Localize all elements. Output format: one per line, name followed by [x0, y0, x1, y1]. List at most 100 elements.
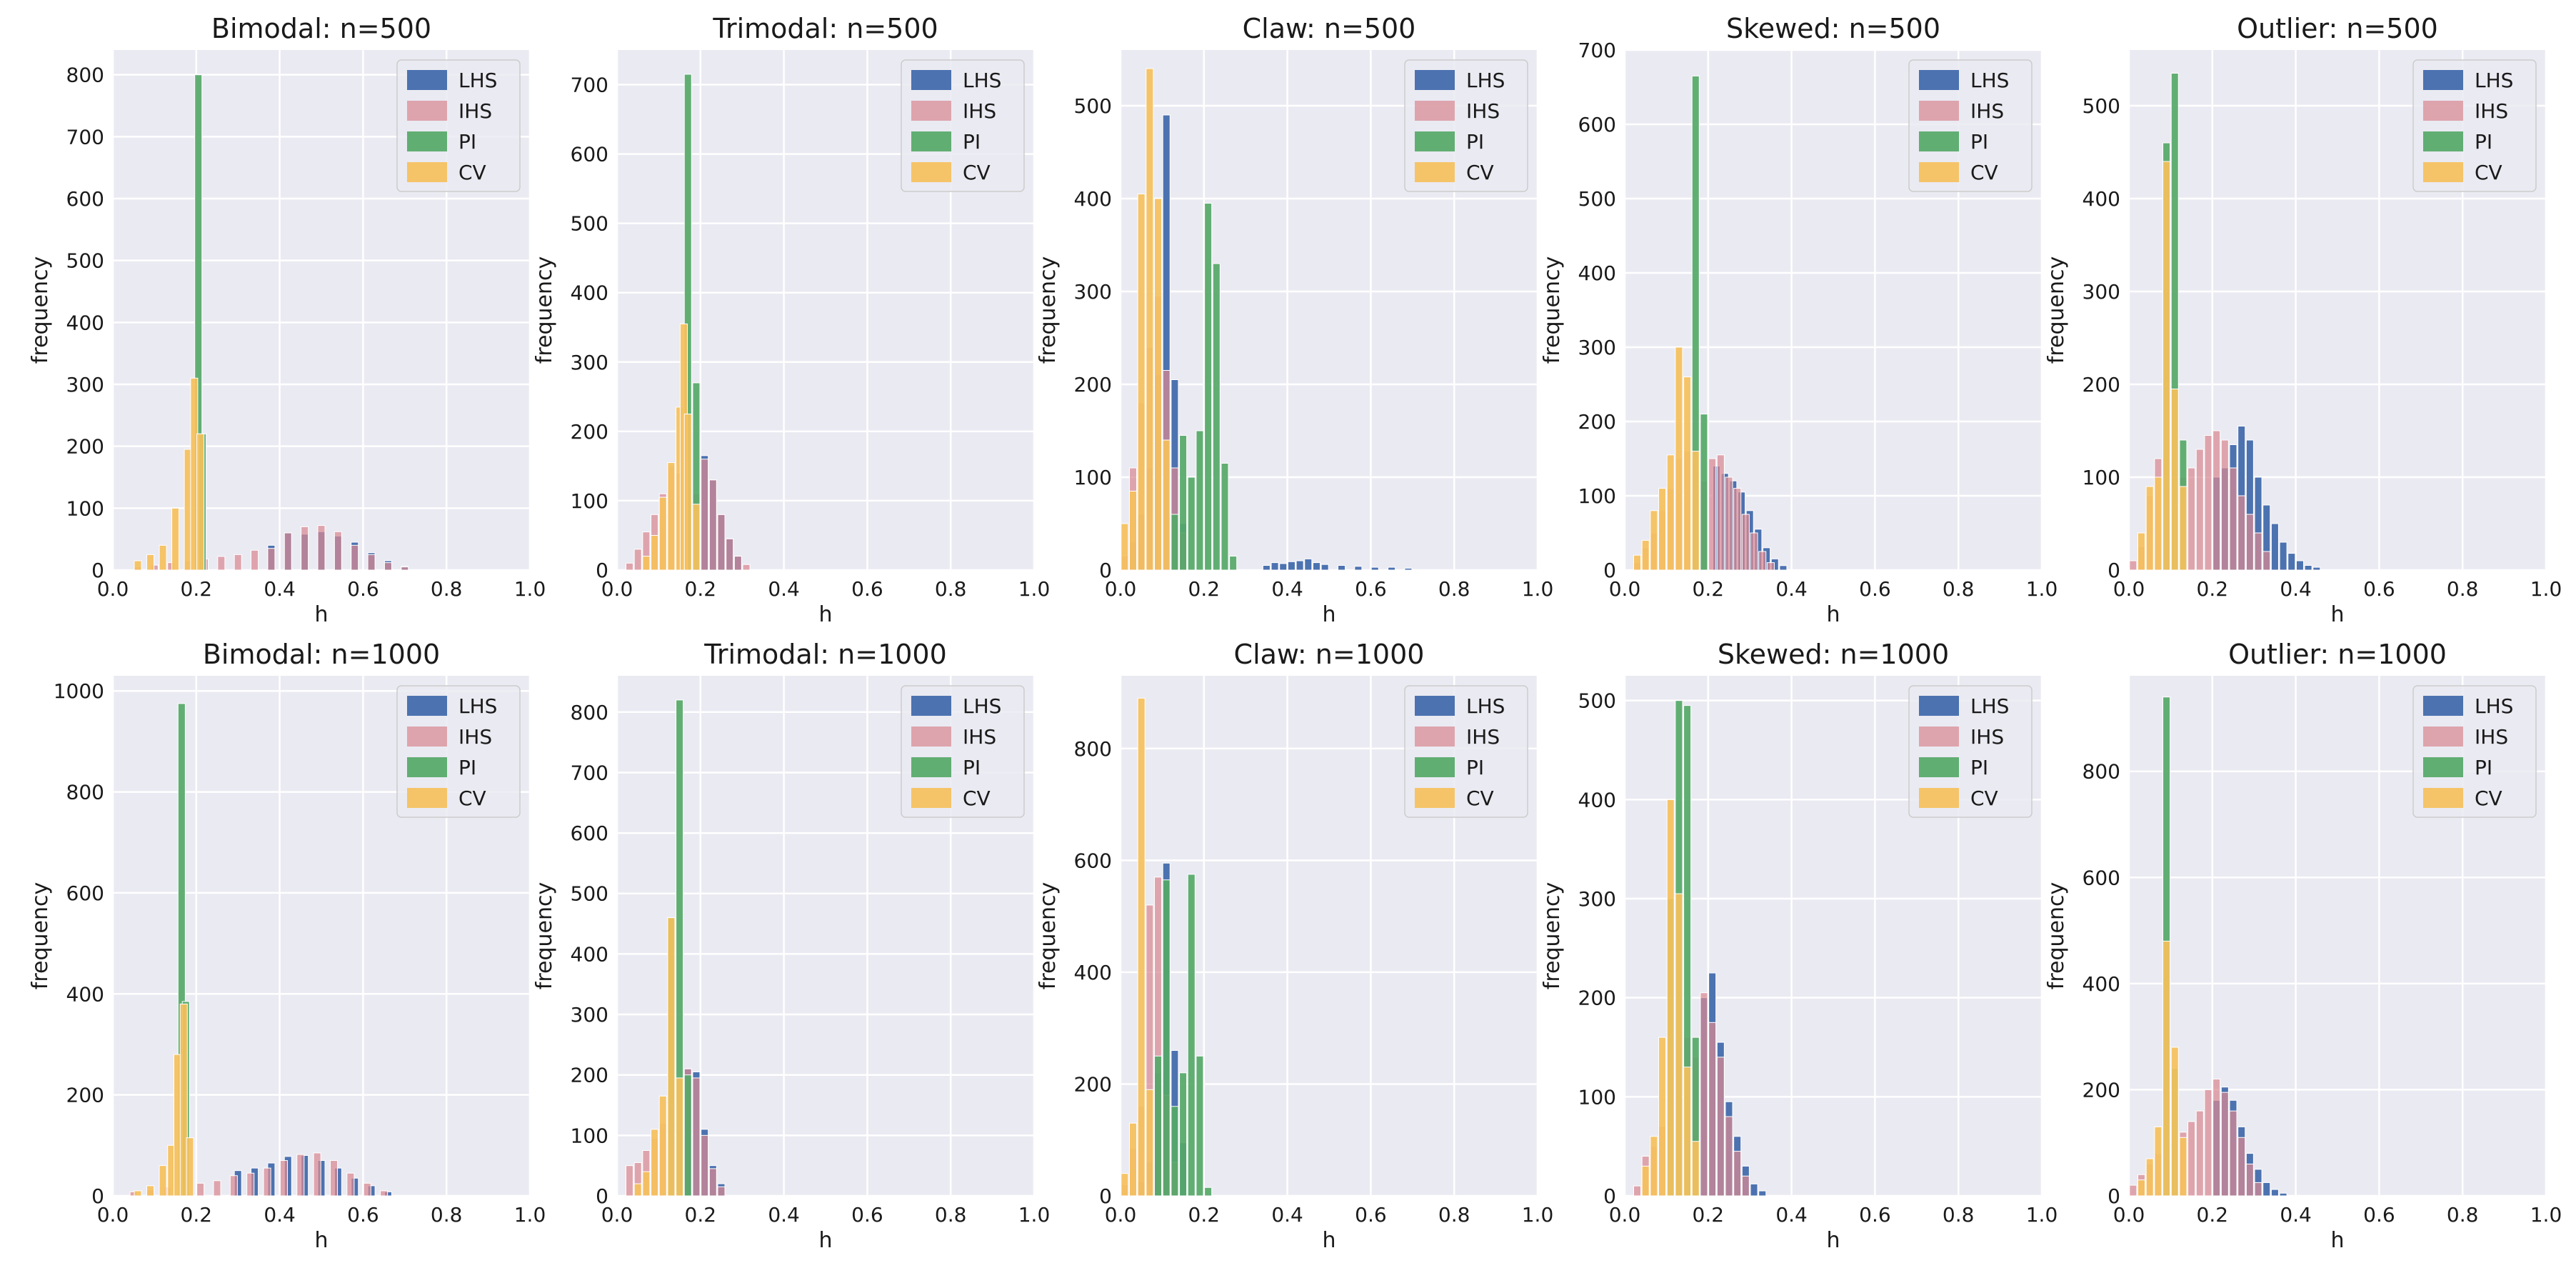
series-cv: [642, 323, 701, 571]
y-axis-label: frequency: [532, 882, 557, 989]
histogram-bar: [1187, 874, 1196, 1197]
x-tick-label: 0.6: [1355, 577, 1387, 601]
legend-swatch: [1919, 696, 1959, 716]
legend: LHS IHS PI CV: [2412, 59, 2537, 192]
histogram-bar: [367, 554, 376, 571]
legend-frame: [901, 59, 1025, 192]
x-tick-label: 0.4: [264, 577, 296, 601]
legend-label: IHS: [458, 99, 492, 123]
subplot-5: 0.0 0.2 0.4 0.6 0.8 1.0 0 100 200 300 400 500 Outlie…: [2044, 13, 2562, 627]
y-tick-label: 400: [66, 311, 104, 334]
y-tick-label: 400: [571, 281, 608, 305]
subplot-2: 0.0 0.2 0.4 0.6 0.8 1.0 0 100 200 300 400 500 600 700…: [532, 13, 1050, 627]
histogram-bar: [313, 1152, 321, 1197]
y-tick-label: 500: [1074, 94, 1112, 118]
histogram-bar: [171, 507, 180, 571]
legend-label: IHS: [1970, 725, 2004, 749]
x-tick-label: 0.2: [2197, 577, 2229, 601]
y-axis-label: frequency: [1540, 256, 1565, 364]
y-tick-label: 200: [66, 435, 104, 459]
histogram-bar: [2237, 495, 2246, 571]
histogram-bar: [1279, 563, 1288, 571]
y-tick-label: 400: [1578, 261, 1616, 285]
y-tick-label: 300: [1074, 280, 1112, 304]
histogram-bar: [2129, 1184, 2138, 1197]
x-tick-label: 1.0: [514, 577, 546, 601]
y-tick-label: 700: [66, 125, 104, 149]
y-tick-label: 300: [1578, 336, 1616, 359]
legend: LHS IHS PI CV: [2412, 685, 2537, 818]
histogram-bar: [1121, 523, 1129, 571]
histogram-bar: [1137, 194, 1146, 571]
legend-label: LHS: [2475, 694, 2513, 718]
y-tick-label: 0: [1099, 559, 1112, 582]
legend-swatch: [911, 70, 951, 90]
legend-label: LHS: [1466, 69, 1505, 92]
legend-swatch: [2423, 727, 2463, 747]
y-axis-label: frequency: [1540, 882, 1565, 989]
y-tick-label: 200: [571, 1064, 608, 1087]
chart-title: Bimodal: n=1000: [203, 639, 440, 670]
histogram-bar: [651, 1129, 659, 1197]
legend-swatch: [911, 101, 951, 121]
legend-swatch: [2423, 101, 2463, 121]
histogram-bar: [692, 1077, 701, 1197]
y-tick-label: 300: [571, 351, 608, 374]
x-tick-label: 1.0: [1522, 577, 1554, 601]
histogram-bar: [1312, 562, 1321, 571]
histogram-bar: [1154, 198, 1163, 571]
x-tick-label: 0.2: [1693, 577, 1725, 601]
histogram-bar: [1354, 566, 1363, 571]
legend-frame: [2412, 685, 2537, 818]
histogram-bar: [651, 534, 659, 571]
x-tick-label: 0.8: [1438, 1203, 1470, 1227]
histogram-bar: [1733, 488, 1742, 571]
x-axis-label: h: [1322, 602, 1335, 627]
y-tick-label: 300: [2083, 280, 2120, 304]
y-tick-label: 400: [2083, 972, 2120, 996]
histogram-bar: [2262, 551, 2271, 571]
histogram-bar: [2220, 1092, 2229, 1197]
legend-label: IHS: [1970, 99, 2004, 123]
x-tick-label: 0.4: [1271, 1203, 1303, 1227]
histogram-bar: [708, 1168, 717, 1197]
y-tick-label: 200: [1074, 1072, 1112, 1096]
legend-label: LHS: [458, 69, 497, 92]
histogram-bar: [234, 554, 242, 571]
histogram-bar: [2270, 1189, 2279, 1197]
series-cv: [134, 377, 205, 571]
histogram-bar: [1716, 1057, 1725, 1197]
subplot-6: 0.0 0.2 0.4 0.6 0.8 1.0 0 200 400 600 800 1000 Bimod…: [28, 639, 546, 1253]
x-axis-label: h: [2330, 1228, 2344, 1253]
histogram-bar: [1304, 558, 1313, 571]
y-tick-label: 700: [571, 74, 608, 97]
histogram-bar: [2195, 1110, 2204, 1197]
x-tick-label: 0.0: [1105, 1203, 1137, 1227]
subplot-10: 0.0 0.2 0.4 0.6 0.8 1.0 0 200 400 600 800 Outlier: …: [2044, 639, 2562, 1253]
x-tick-label: 1.0: [2530, 577, 2562, 601]
x-tick-label: 0.8: [935, 577, 967, 601]
y-tick-label: 100: [1074, 466, 1112, 489]
y-tick-label: 800: [2083, 760, 2120, 784]
legend-swatch: [2423, 162, 2463, 182]
y-tick-label: 0: [2108, 1184, 2120, 1208]
histogram-bar: [1725, 476, 1733, 571]
chart-title: Skewed: n=1000: [1718, 639, 1949, 670]
histogram-bar: [1650, 510, 1658, 571]
legend-swatch: [1919, 131, 1959, 151]
histogram-bar: [134, 1190, 142, 1197]
legend-label: LHS: [2475, 69, 2513, 92]
x-tick-label: 0.0: [1609, 577, 1641, 601]
x-axis-label: h: [818, 602, 832, 627]
x-tick-label: 0.4: [2280, 577, 2312, 601]
chart-title: Trimodal: n=1000: [703, 639, 947, 670]
legend-swatch: [407, 788, 447, 808]
histogram-bar: [676, 1077, 684, 1197]
legend-swatch: [2423, 788, 2463, 808]
legend-swatch: [1919, 757, 1959, 777]
y-tick-label: 300: [1578, 887, 1616, 911]
y-tick-label: 800: [1074, 737, 1112, 761]
x-axis-label: h: [818, 1228, 832, 1253]
histogram-bar: [633, 549, 642, 571]
histogram-bar: [1204, 203, 1213, 571]
